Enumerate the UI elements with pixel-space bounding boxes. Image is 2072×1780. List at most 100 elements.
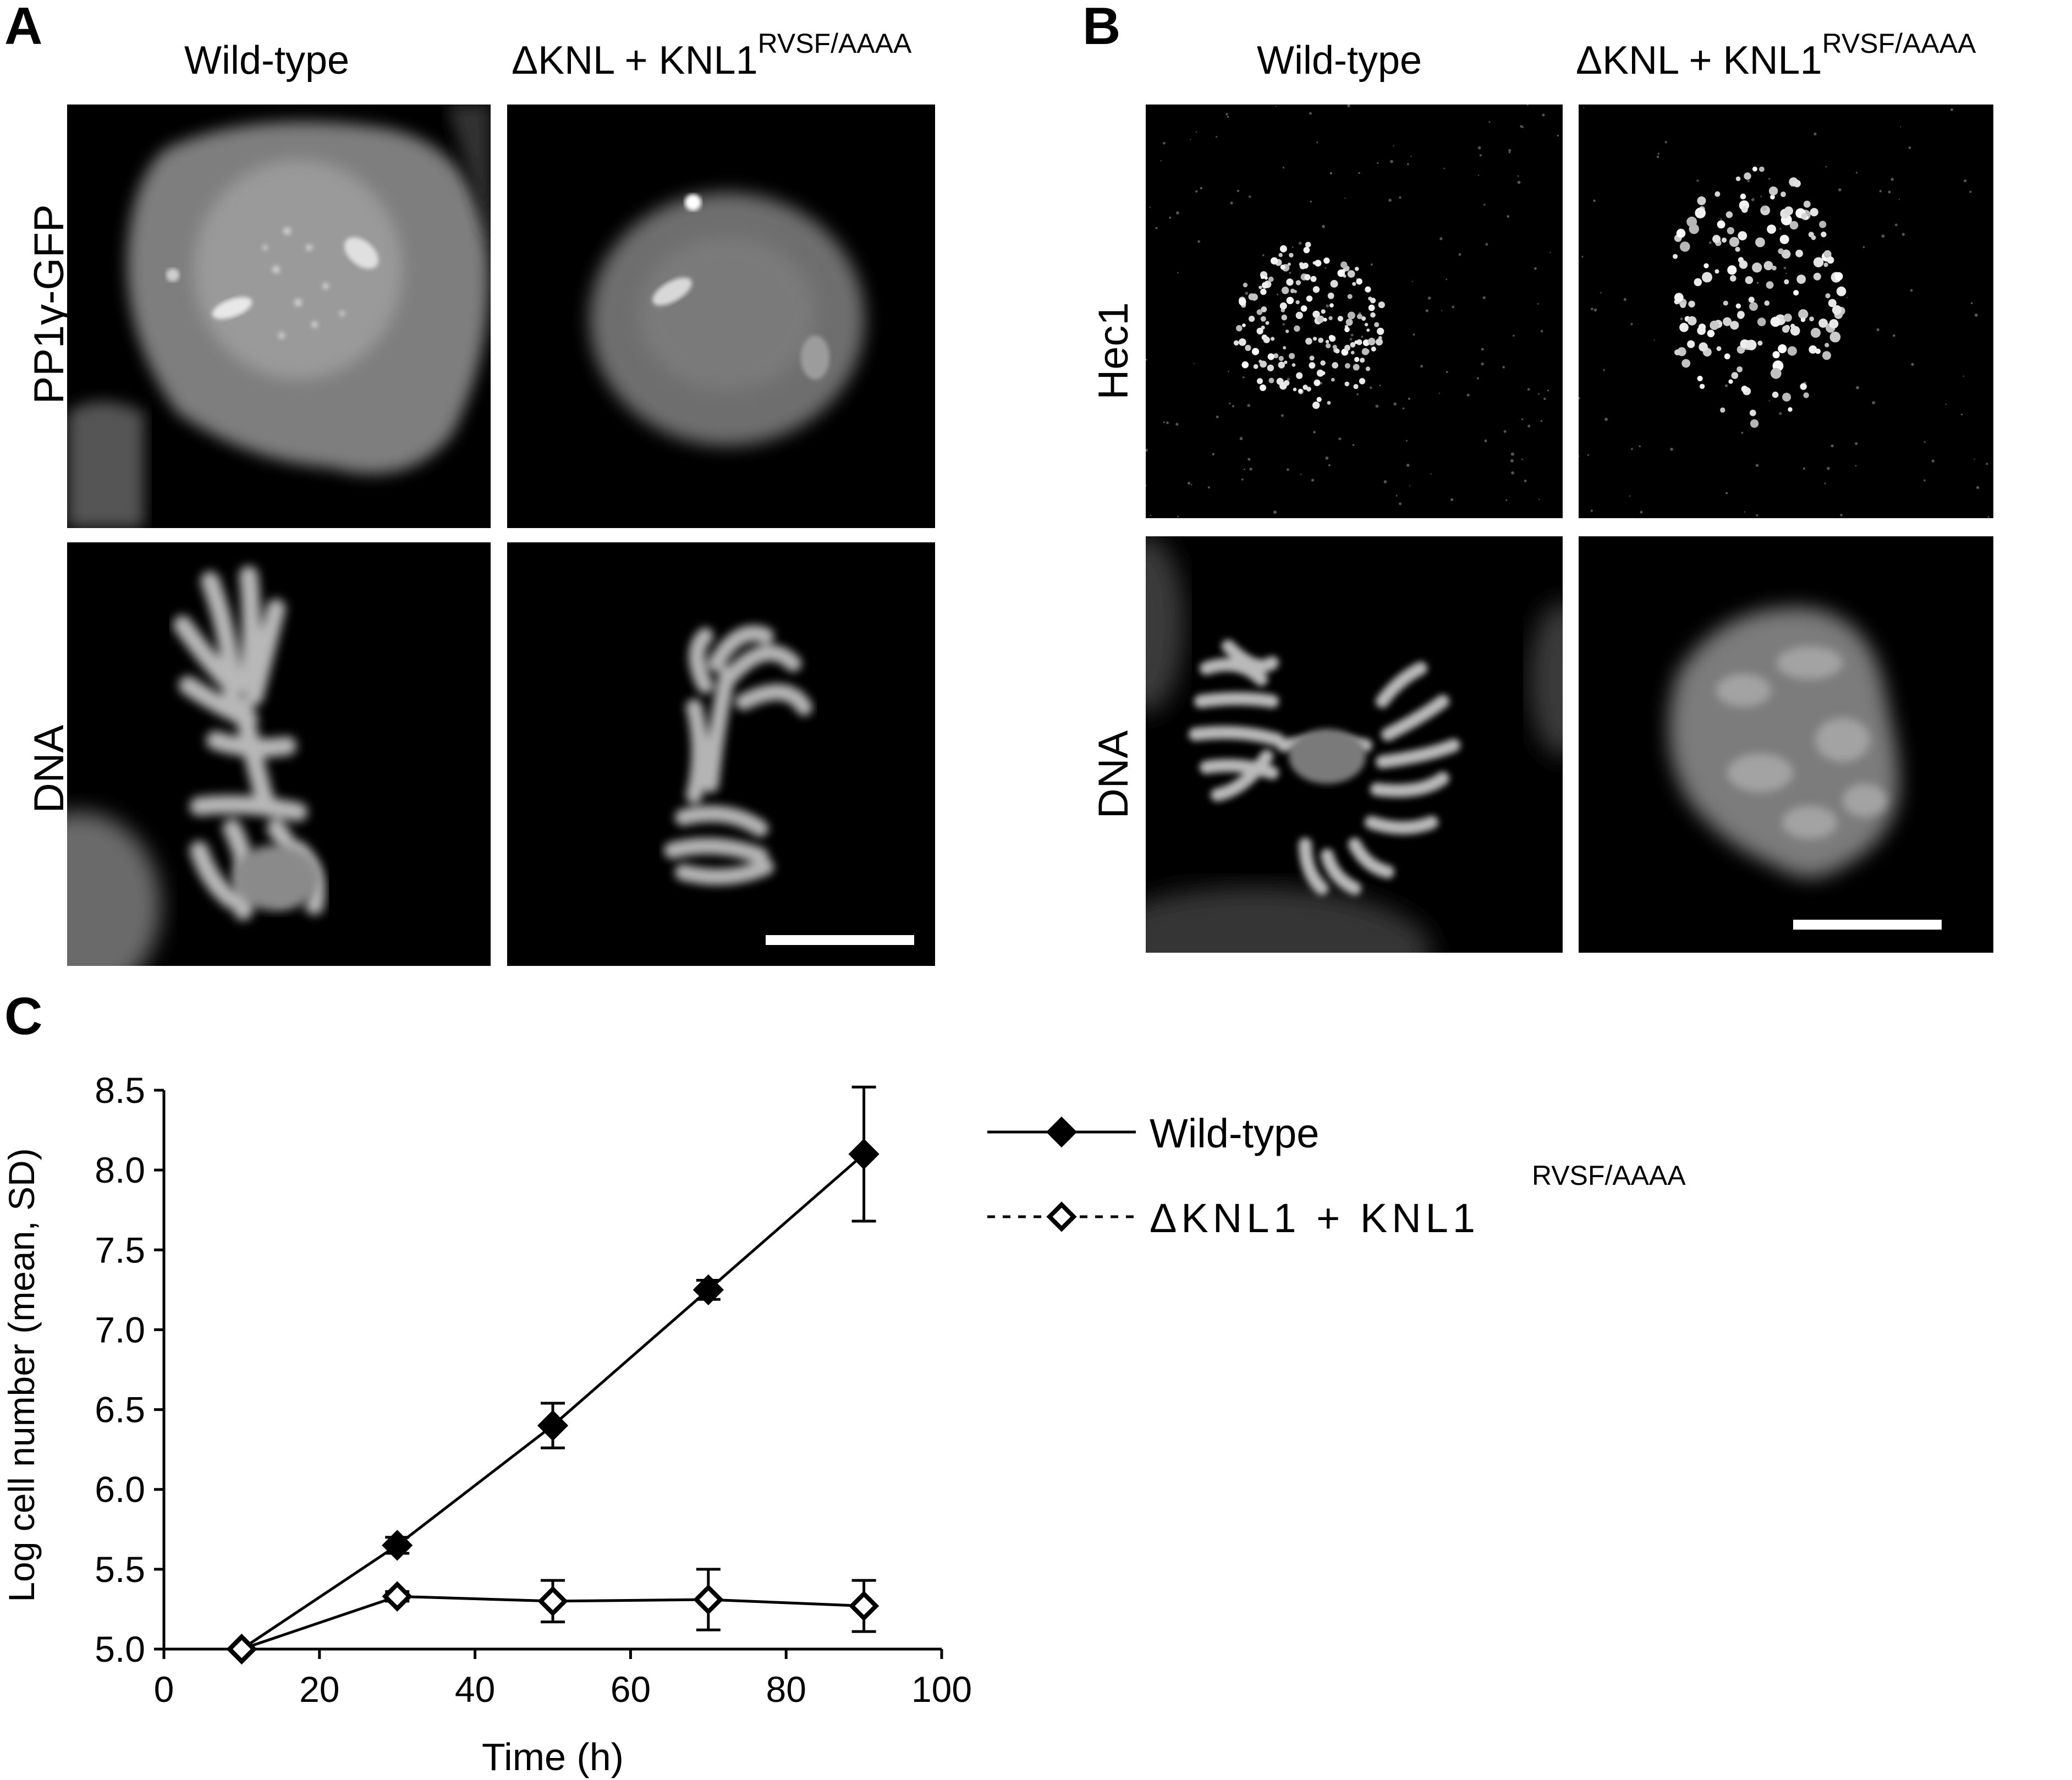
background-speckle bbox=[1974, 313, 1978, 317]
kinetochore-spot bbox=[1370, 312, 1376, 318]
kinetochore-spot bbox=[1727, 265, 1737, 275]
kinetochore-spot bbox=[1716, 346, 1722, 351]
background-speckle bbox=[1356, 393, 1359, 395]
kinetochore-spot bbox=[1800, 317, 1806, 322]
kinetochore-spot bbox=[1376, 338, 1383, 346]
data-point bbox=[382, 1530, 413, 1561]
kinetochore-spot bbox=[1825, 293, 1831, 299]
kinetochore-spot bbox=[1790, 323, 1795, 328]
panel-b-row1-label: Hec1 bbox=[1090, 302, 1137, 400]
kinetochore-spot bbox=[1320, 360, 1326, 366]
kinetochore-spot bbox=[1344, 344, 1351, 351]
chart-x-axis-label: Time (h) bbox=[482, 1735, 624, 1778]
panel-a-row2-label: DNA bbox=[26, 724, 73, 814]
background-speckle bbox=[1430, 473, 1432, 475]
background-speckle bbox=[1831, 444, 1834, 448]
kinetochore-spot bbox=[1763, 261, 1773, 271]
background-speckle bbox=[1964, 179, 1967, 183]
kinetochore-spot bbox=[1356, 278, 1362, 285]
kinetochore-spot bbox=[1780, 191, 1786, 197]
background-speckle bbox=[1358, 172, 1360, 174]
background-speckle bbox=[1282, 323, 1285, 326]
data-point bbox=[537, 1586, 568, 1617]
background-speckle bbox=[1910, 289, 1913, 292]
kinetochore-spot bbox=[1273, 353, 1279, 359]
kinetochore-spot bbox=[1366, 328, 1370, 332]
background-speckle bbox=[1581, 256, 1584, 258]
background-speckle bbox=[1438, 392, 1440, 394]
kinetochore-spot bbox=[1267, 353, 1274, 360]
background-speckle bbox=[1479, 154, 1482, 157]
background-speckle bbox=[1338, 437, 1342, 441]
data-point bbox=[537, 1410, 569, 1441]
background-speckle bbox=[1862, 246, 1865, 249]
kinetochore-spot bbox=[1793, 290, 1799, 296]
kinetochore-spot bbox=[1356, 314, 1362, 320]
background-speckle bbox=[1399, 502, 1402, 506]
kinetochore-spot bbox=[1821, 232, 1827, 238]
background-speckle bbox=[1481, 362, 1484, 366]
kinetochore-spot bbox=[1268, 276, 1274, 282]
kinetochore-spot bbox=[1674, 293, 1684, 303]
background-speckle bbox=[1241, 478, 1244, 481]
kinetochore-spot bbox=[1298, 388, 1302, 393]
kinetochore-spot bbox=[1353, 384, 1359, 389]
series-1 bbox=[226, 1568, 880, 1664]
background-speckle bbox=[1169, 216, 1172, 219]
kinetochore-spot bbox=[1695, 207, 1706, 218]
kinetochore-spot bbox=[1829, 331, 1841, 343]
kinetochore-spot bbox=[1328, 316, 1333, 321]
x-tick-label: 40 bbox=[455, 1669, 495, 1710]
kinetochore-spot bbox=[1312, 286, 1320, 293]
data-point bbox=[382, 1581, 413, 1612]
panel-a-row1-label: PP1γ-GFP bbox=[26, 204, 73, 404]
background-speckle bbox=[1163, 421, 1166, 424]
background-speckle bbox=[1476, 377, 1479, 380]
kinetochore-spot bbox=[1256, 327, 1263, 334]
kinetochore-spot bbox=[1295, 311, 1303, 319]
kinetochore-spot bbox=[1768, 186, 1778, 196]
kinetochore-spot bbox=[1728, 379, 1733, 384]
kinetochore-spot bbox=[1284, 360, 1288, 364]
background-speckle bbox=[1409, 485, 1411, 487]
background-speckle bbox=[1287, 377, 1290, 381]
data-point bbox=[848, 1138, 880, 1170]
kinetochore-spot bbox=[1256, 309, 1263, 315]
kinetochore-spot bbox=[1702, 272, 1712, 283]
kinetochore-spot bbox=[1239, 298, 1246, 306]
background-speckle bbox=[1803, 467, 1805, 470]
background-speckle bbox=[1549, 251, 1551, 254]
kinetochore-spot bbox=[1731, 372, 1739, 379]
background-speckle bbox=[1593, 308, 1597, 312]
background-speckle bbox=[1324, 267, 1327, 269]
kinetochore-spot bbox=[1265, 321, 1269, 325]
background-speckle bbox=[1508, 149, 1512, 152]
kinetochore-spot bbox=[1813, 272, 1821, 281]
background-speckle bbox=[1344, 197, 1346, 199]
kinetochore-spot bbox=[1735, 303, 1741, 309]
background-speckle bbox=[1827, 466, 1830, 470]
background-speckle bbox=[1225, 113, 1228, 116]
background-speckle bbox=[1481, 348, 1484, 351]
panel-c-letter: C bbox=[4, 987, 43, 1046]
growth-chart: 0 20 40 60 80 100 5.0 5.5 6.0 6.5 7.0 7.5 8.0 8.5 Wil… bbox=[1, 1070, 1686, 1778]
background-speckle bbox=[1402, 407, 1405, 410]
background-speckle bbox=[1724, 384, 1728, 387]
series-0 bbox=[226, 1085, 880, 1665]
background-speckle bbox=[1280, 414, 1284, 417]
kinetochore-spot bbox=[1260, 384, 1266, 391]
background-speckle bbox=[1316, 141, 1318, 144]
background-speckle bbox=[1537, 303, 1539, 305]
kinetochore-spot bbox=[1822, 351, 1831, 360]
background-speckle bbox=[1242, 376, 1245, 378]
kinetochore-spot bbox=[1787, 346, 1797, 356]
background-speckle bbox=[1458, 253, 1461, 256]
background-speckle bbox=[1300, 474, 1302, 475]
background-speckle bbox=[1741, 431, 1744, 434]
background-speckle bbox=[1961, 414, 1963, 416]
data-point bbox=[848, 1590, 880, 1622]
kinetochore-spot bbox=[1834, 272, 1843, 281]
kinetochore-spot bbox=[1815, 348, 1821, 354]
kinetochore-spot bbox=[1326, 343, 1331, 349]
background-speckle bbox=[1485, 243, 1488, 246]
